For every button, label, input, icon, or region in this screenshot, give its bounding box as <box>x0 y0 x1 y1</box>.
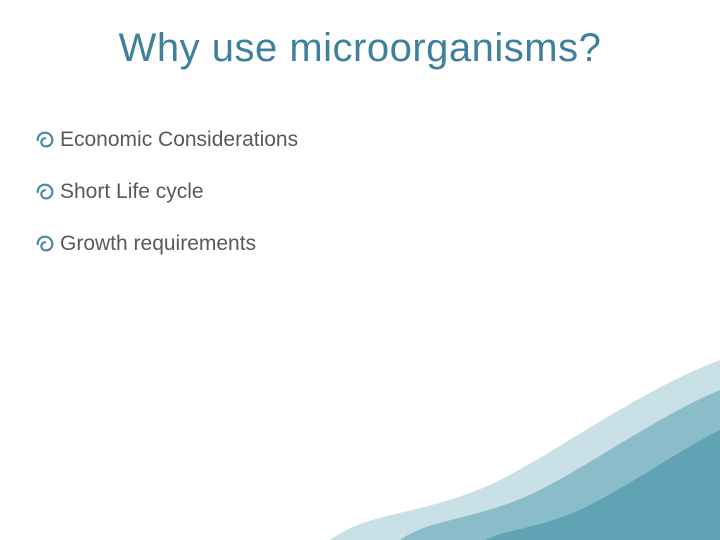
bullet-text: Economic Considerations <box>60 128 298 152</box>
list-item: Economic Considerations <box>34 128 680 152</box>
list-item: Growth requirements <box>34 232 680 256</box>
corner-wave-decoration <box>0 360 720 540</box>
bullet-text: Short Life cycle <box>60 180 204 204</box>
swirl-bullet-icon <box>34 181 56 203</box>
slide-title: Why use microorganisms? <box>0 26 720 71</box>
slide: Why use microorganisms? Economic Conside… <box>0 0 720 540</box>
swirl-bullet-icon <box>34 233 56 255</box>
bullet-list: Economic Considerations Short Life cycle… <box>34 128 680 284</box>
list-item: Short Life cycle <box>34 180 680 204</box>
swirl-bullet-icon <box>34 129 56 151</box>
bullet-text: Growth requirements <box>60 232 256 256</box>
